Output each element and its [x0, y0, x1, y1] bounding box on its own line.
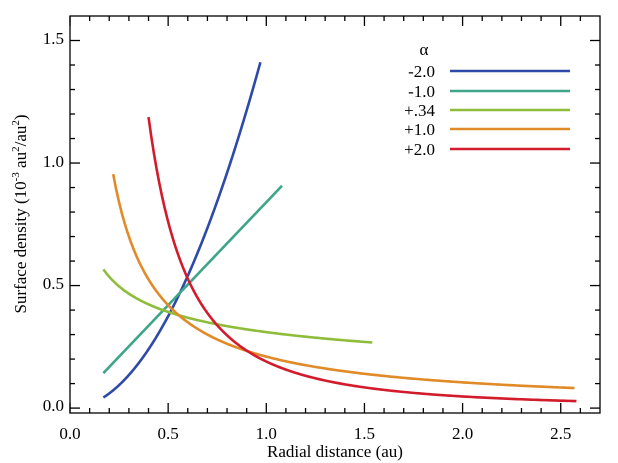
y-tick-label: 1.0 — [43, 152, 64, 171]
legend-label-alpha-plus2: +2.0 — [404, 140, 435, 159]
y-axis-label: Surface density (10-3 au2/au2) — [10, 114, 30, 313]
y-tick-label: 0.5 — [43, 274, 64, 293]
y-tick-label: 1.5 — [43, 29, 64, 48]
axis-ticks — [69, 16, 600, 413]
x-tick-label: 2.0 — [452, 424, 473, 443]
legend-title: α — [420, 40, 429, 59]
series-lines — [102, 61, 577, 403]
series-line-4 — [147, 116, 577, 403]
legend-label-alpha-plus1: +1.0 — [404, 120, 435, 139]
series-line-2 — [102, 268, 373, 344]
x-tick-label: 0.5 — [157, 424, 178, 443]
legend-label-alpha-minus1: -1.0 — [408, 82, 435, 101]
y-tick-label: 0.0 — [43, 396, 64, 415]
x-tick-label: 1.5 — [354, 424, 375, 443]
legend: α -2.0 -1.0 +.34 +1.0 +2.0 — [404, 40, 570, 159]
x-axis-label: Radial distance (au) — [267, 442, 403, 461]
series-line-1 — [102, 184, 283, 374]
x-tick-label: 1.0 — [256, 424, 277, 443]
legend-label-alpha-minus2: -2.0 — [408, 62, 435, 81]
series-line-0 — [102, 61, 262, 399]
x-tick-label: 0.0 — [59, 424, 80, 443]
x-tick-labels: 0.0 0.5 1.0 1.5 2.0 2.5 — [59, 424, 571, 443]
legend-label-alpha-plus034: +.34 — [404, 101, 435, 120]
y-tick-labels: 0.0 0.5 1.0 1.5 — [43, 29, 64, 415]
plot-frame — [69, 15, 601, 414]
x-tick-label: 2.5 — [550, 424, 571, 443]
series-line-3 — [111, 173, 575, 390]
